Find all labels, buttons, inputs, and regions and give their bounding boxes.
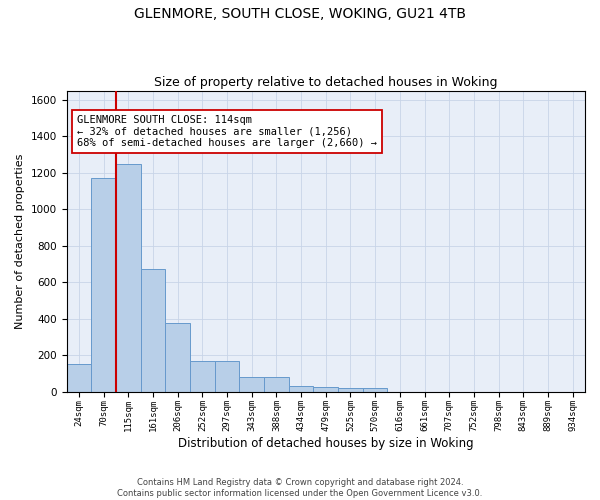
Title: Size of property relative to detached houses in Woking: Size of property relative to detached ho… (154, 76, 497, 90)
X-axis label: Distribution of detached houses by size in Woking: Distribution of detached houses by size … (178, 437, 473, 450)
Bar (165, 323, 190, 392)
Bar (67, 364, 91, 392)
Bar (190, 360, 215, 392)
Bar (116, 164, 140, 392)
Bar (264, 377, 289, 392)
Bar (363, 388, 388, 392)
Text: GLENMORE SOUTH CLOSE: 114sqm
← 32% of detached houses are smaller (1,256)
68% of: GLENMORE SOUTH CLOSE: 114sqm ← 32% of de… (77, 114, 377, 148)
Bar (338, 388, 363, 392)
Text: GLENMORE, SOUTH CLOSE, WOKING, GU21 4TB: GLENMORE, SOUTH CLOSE, WOKING, GU21 4TB (134, 8, 466, 22)
Bar (239, 377, 264, 392)
Bar (215, 362, 239, 392)
Y-axis label: Number of detached properties: Number of detached properties (15, 154, 25, 329)
Bar (289, 386, 313, 392)
Text: Contains HM Land Registry data © Crown copyright and database right 2024.
Contai: Contains HM Land Registry data © Crown c… (118, 478, 482, 498)
Bar (140, 270, 165, 392)
Bar (91, 178, 116, 392)
Bar (313, 387, 338, 392)
